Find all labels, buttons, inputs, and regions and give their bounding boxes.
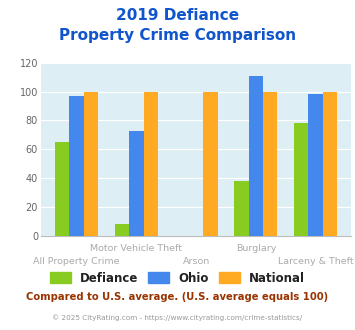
Text: Arson: Arson (182, 257, 210, 266)
Bar (115, 224, 129, 236)
Text: All Property Crime: All Property Crime (33, 257, 120, 266)
Bar (263, 91, 277, 236)
Text: © 2025 CityRating.com - https://www.cityrating.com/crime-statistics/: © 2025 CityRating.com - https://www.city… (53, 314, 302, 321)
Text: 2019 Defiance: 2019 Defiance (116, 8, 239, 23)
Legend: Defiance, Ohio, National: Defiance, Ohio, National (46, 268, 309, 288)
Bar (70, 96, 84, 236)
Bar (55, 142, 70, 236)
Bar (143, 91, 158, 236)
Bar (323, 91, 337, 236)
Bar (203, 91, 218, 236)
Bar (249, 76, 263, 236)
Bar (129, 131, 143, 236)
Bar (294, 123, 308, 236)
Bar (308, 94, 323, 236)
Text: Compared to U.S. average. (U.S. average equals 100): Compared to U.S. average. (U.S. average … (26, 292, 329, 302)
Text: Larceny & Theft: Larceny & Theft (278, 257, 354, 266)
Text: Motor Vehicle Theft: Motor Vehicle Theft (91, 244, 182, 253)
Text: Burglary: Burglary (236, 244, 276, 253)
Text: Property Crime Comparison: Property Crime Comparison (59, 28, 296, 43)
Bar (234, 181, 249, 236)
Bar (84, 91, 98, 236)
